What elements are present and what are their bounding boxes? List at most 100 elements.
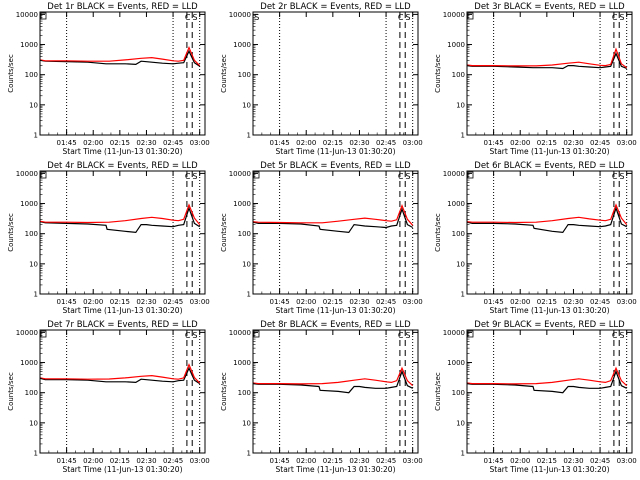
marker-label: S xyxy=(405,172,410,181)
x-tick-label: 02:45 xyxy=(590,139,610,147)
y-tick-label: 10000 xyxy=(229,170,251,178)
x-tick-label: 02:00 xyxy=(83,298,103,306)
x-tick-label: 03:00 xyxy=(190,457,210,465)
x-tick-label: 01:45 xyxy=(57,298,77,306)
y-tick-label: 100 xyxy=(452,71,465,79)
x-tick-label: 02:45 xyxy=(590,298,610,306)
y-tick-label: 1000 xyxy=(233,359,251,367)
x-tick-label: 03:00 xyxy=(617,457,637,465)
y-tick-label: 1 xyxy=(461,450,465,458)
series-line-events xyxy=(39,49,201,67)
y-tick-label: 1 xyxy=(34,132,38,140)
marker-label: S xyxy=(192,172,197,181)
series-line-lld xyxy=(466,366,628,387)
x-tick-label: 02:30 xyxy=(136,298,156,306)
x-tick-label: 01:45 xyxy=(270,457,290,465)
plot-frame xyxy=(466,170,633,295)
x-tick-label: 02:45 xyxy=(376,139,396,147)
x-tick-label: 03:00 xyxy=(403,139,423,147)
y-tick-label: 1000 xyxy=(447,359,465,367)
y-tick-label: 10 xyxy=(242,101,251,109)
y-tick-label: 1000 xyxy=(20,41,38,49)
panel-title: Det 5r BLACK = Events, RED = LLD xyxy=(260,161,411,171)
plot-frame xyxy=(466,329,633,454)
plot-frame xyxy=(252,170,419,295)
series-line-lld xyxy=(39,363,201,384)
y-tick-label: 10000 xyxy=(443,329,465,337)
y-tick-label: 1 xyxy=(247,291,251,299)
marker-label: C xyxy=(612,331,618,340)
x-tick-label: 02:15 xyxy=(110,298,130,306)
marker-label: S xyxy=(254,13,259,22)
x-tick-label: 03:00 xyxy=(190,298,210,306)
x-tick-label: 02:00 xyxy=(83,457,103,465)
x-tick-label: 02:45 xyxy=(163,457,183,465)
series-line-events xyxy=(252,207,413,234)
y-tick-label: 10 xyxy=(242,260,251,268)
series-line-lld xyxy=(39,45,201,67)
x-tick-label: 01:45 xyxy=(270,298,290,306)
x-tick-label: 02:45 xyxy=(590,457,610,465)
y-tick-label: 1 xyxy=(34,291,38,299)
x-tick-label: 02:30 xyxy=(349,457,369,465)
panel-2: Det 2r BLACK = Events, RED = LLD Counts/s… xyxy=(220,2,423,156)
x-tick-label: 02:15 xyxy=(323,298,343,306)
series-line-events xyxy=(252,369,413,394)
x-tick-label: 02:15 xyxy=(323,139,343,147)
y-tick-label: 100 xyxy=(452,389,465,397)
x-axis-label: Start Time (11-Jun-13 01:30:20) xyxy=(490,306,610,315)
y-tick-label: 100 xyxy=(238,389,251,397)
panel-8: Det 8r BLACK = Events, RED = LLD Counts/s… xyxy=(220,320,423,474)
series-line-events xyxy=(39,366,201,385)
y-tick-label: 10 xyxy=(29,260,38,268)
x-tick-label: 03:00 xyxy=(190,139,210,147)
y-tick-label: 10000 xyxy=(229,11,251,19)
panel-3: Det 3r BLACK = Events, RED = LLD Counts/s… xyxy=(434,2,637,156)
y-axis-label: Counts/sec xyxy=(7,54,15,93)
x-tick-label: 02:15 xyxy=(537,139,557,147)
x-axis-label: Start Time (11-Jun-13 01:30:20) xyxy=(63,465,183,474)
x-tick-label: 03:00 xyxy=(403,457,423,465)
marker-label: S xyxy=(619,172,624,181)
marker-label: C xyxy=(398,331,404,340)
panel-title: Det 1r BLACK = Events, RED = LLD xyxy=(47,2,198,12)
marker-label: C xyxy=(398,13,404,22)
x-tick-label: 02:00 xyxy=(510,298,530,306)
x-tick-label: 02:00 xyxy=(296,139,316,147)
x-tick-label: 01:45 xyxy=(57,457,77,465)
panel-title: Det 4r BLACK = Events, RED = LLD xyxy=(47,161,198,171)
x-tick-label: 02:45 xyxy=(376,457,396,465)
x-tick-label: 02:30 xyxy=(349,139,369,147)
panel-title: Det 8r BLACK = Events, RED = LLD xyxy=(260,320,411,330)
panel-title: Det 6r BLACK = Events, RED = LLD xyxy=(474,161,625,171)
x-tick-label: 02:30 xyxy=(563,139,583,147)
y-tick-label: 10000 xyxy=(443,11,465,19)
x-tick-label: 02:00 xyxy=(83,139,103,147)
marker-label: S xyxy=(619,13,624,22)
y-axis-label: Counts/sec xyxy=(220,213,228,252)
y-tick-label: 10 xyxy=(456,260,465,268)
marker-label: S xyxy=(192,331,197,340)
y-tick-label: 1 xyxy=(247,132,251,140)
x-tick-label: 02:00 xyxy=(296,298,316,306)
panel-title: Det 7r BLACK = Events, RED = LLD xyxy=(47,320,198,330)
series-line-events xyxy=(39,206,201,234)
marker-label: S xyxy=(405,331,410,340)
plot-frame xyxy=(252,329,419,454)
x-axis-label: Start Time (11-Jun-13 01:30:20) xyxy=(276,306,396,315)
y-tick-label: 10 xyxy=(29,101,38,109)
panel-6: Det 6r BLACK = Events, RED = LLD Counts/s… xyxy=(434,161,637,315)
y-tick-label: 10 xyxy=(29,419,38,427)
marker-label: C xyxy=(185,172,191,181)
y-tick-label: 100 xyxy=(25,389,38,397)
y-axis-label: Counts/sec xyxy=(220,372,228,411)
y-tick-label: 100 xyxy=(238,230,251,238)
y-tick-label: 100 xyxy=(25,230,38,238)
y-tick-label: 10 xyxy=(456,101,465,109)
panel-4: Det 4r BLACK = Events, RED = LLD Counts/s… xyxy=(7,161,210,315)
x-tick-label: 02:15 xyxy=(537,298,557,306)
series-line-events xyxy=(466,52,627,70)
y-tick-label: 1000 xyxy=(233,41,251,49)
x-axis-label: Start Time (11-Jun-13 01:30:20) xyxy=(276,465,396,474)
y-tick-label: 1000 xyxy=(20,200,38,208)
